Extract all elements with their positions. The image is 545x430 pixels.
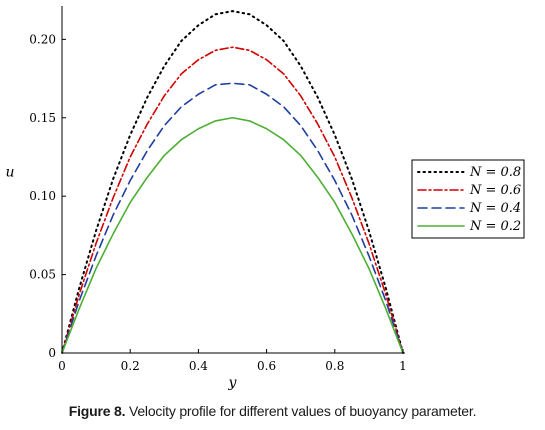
- x-tick-label: 0.4: [189, 359, 208, 373]
- y-tick-label: 0: [48, 346, 56, 360]
- y-tick-label: 0.15: [29, 111, 56, 125]
- series-line-2: [61, 46, 404, 354]
- x-tick-label: 0: [58, 359, 66, 373]
- x-tick-label: 0.6: [257, 359, 276, 373]
- series-line-3: [61, 82, 404, 354]
- plot-area: [61, 10, 404, 354]
- y-tick-label: 0.05: [29, 268, 56, 282]
- legend-label-2: N = 0.6: [469, 183, 521, 198]
- legend-label-1: N = 0.8: [469, 165, 521, 180]
- axes: 0 0.2 0.4 0.6 0.8 1 0 0.05 0.10 0.15 0.20: [29, 6, 407, 373]
- y-tick-label: 0.20: [29, 32, 56, 46]
- legend-box: [411, 159, 525, 239]
- series-line-1: [61, 10, 404, 354]
- y-tick-label: 0.10: [29, 189, 56, 203]
- figure-caption: Figure 8. Velocity profile for different…: [0, 403, 545, 419]
- legend: N = 0.8 N = 0.6 N = 0.4 N = 0.2: [411, 159, 525, 239]
- x-tick-label: 0.2: [121, 359, 140, 373]
- series-line-4: [61, 116, 404, 354]
- legend-label-3: N = 0.4: [469, 201, 521, 216]
- x-tick-label: 1: [399, 359, 407, 373]
- chart: 0 0.2 0.4 0.6 0.8 1 0 0.05 0.10 0.15 0.20 y u N = …: [5, 6, 525, 391]
- y-axis-label: u: [5, 165, 14, 181]
- legend-label-4: N = 0.2: [469, 219, 521, 234]
- figure-number: Figure 8.: [68, 403, 126, 419]
- x-axis-label: y: [228, 375, 238, 391]
- caption-text: Velocity profile for different values of…: [128, 403, 477, 419]
- x-tick-label: 0.8: [325, 359, 344, 373]
